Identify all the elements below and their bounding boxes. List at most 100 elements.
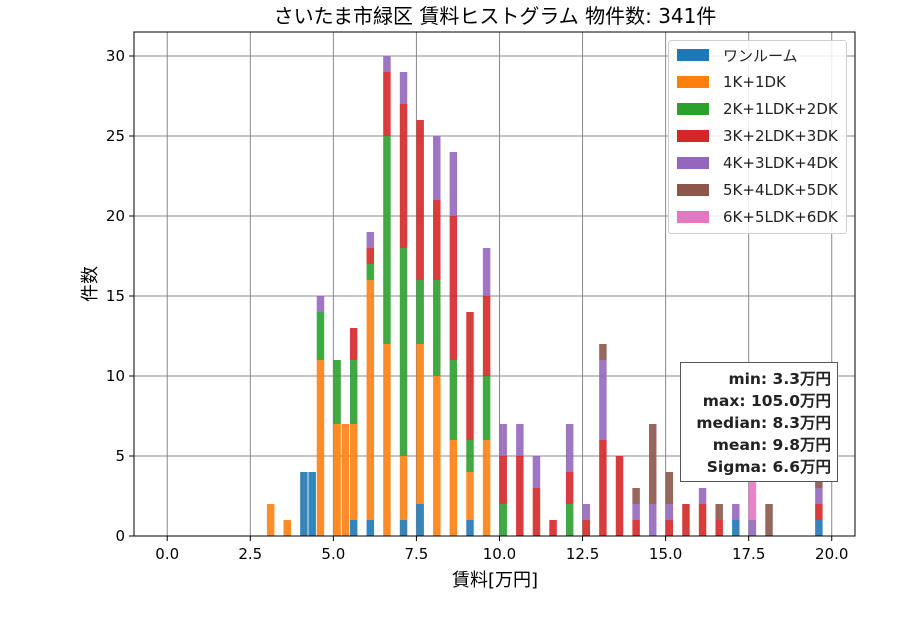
legend-swatch	[677, 157, 709, 169]
legend-swatch	[677, 184, 709, 196]
histogram-bar	[383, 344, 391, 536]
histogram-bar	[682, 504, 690, 536]
histogram-bar	[349, 424, 358, 520]
histogram-bar	[466, 472, 474, 520]
stats-max: max: 105.0万円	[702, 392, 831, 410]
x-tick-label: 5.0	[321, 545, 345, 563]
legend-swatch	[677, 211, 709, 223]
histogram-bar	[366, 280, 375, 520]
histogram-bar	[665, 520, 674, 536]
histogram-bar	[599, 360, 607, 440]
x-tick-label: 0.0	[155, 545, 179, 563]
x-tick-label: 2.5	[238, 545, 262, 563]
histogram-bar	[300, 472, 308, 536]
ticks: 0.0 2.5 5.0 7.5 10.0 12.5 15.0 17.5 20.0 0 5 10 15 20…	[106, 47, 849, 563]
histogram-bar	[582, 520, 591, 536]
histogram-bar	[715, 520, 723, 536]
histogram-bar	[615, 456, 624, 536]
histogram-bar	[416, 280, 424, 344]
legend-label: ワンルーム	[723, 46, 798, 65]
histogram-bar	[383, 72, 391, 136]
histogram-bar	[482, 248, 491, 296]
histogram-bar	[466, 520, 474, 536]
histogram-bar	[632, 520, 640, 536]
legend-swatch	[677, 49, 709, 61]
histogram-bar	[665, 472, 674, 504]
histogram-bar	[433, 200, 441, 280]
histogram-bar	[316, 296, 325, 312]
legend-item: 6K+5LDK+6DK	[677, 207, 838, 227]
x-tick-label: 12.5	[566, 545, 599, 563]
legend-label: 3K+2LDK+3DK	[723, 127, 838, 145]
legend-item: 2K+1LDK+2DK	[677, 99, 838, 119]
histogram-bar	[416, 120, 424, 280]
histogram-bar	[815, 504, 823, 520]
histogram-bar	[765, 504, 773, 536]
histogram-bar	[333, 360, 341, 424]
y-tick-label: 5	[115, 447, 125, 465]
stats-mean: mean: 9.8万円	[712, 436, 831, 454]
x-tick-label: 15.0	[649, 545, 682, 563]
histogram-bar	[449, 216, 458, 360]
histogram-bar	[815, 520, 823, 536]
y-tick-label: 0	[115, 527, 125, 545]
histogram-bar	[532, 488, 541, 536]
legend-swatch	[677, 130, 709, 142]
legend-swatch	[677, 103, 709, 115]
histogram-bar	[565, 472, 574, 504]
x-tick-label: 7.5	[404, 545, 428, 563]
histogram-bar	[283, 520, 291, 536]
histogram-bar	[266, 504, 275, 536]
chart-title: さいたま市緑区 賃料ヒストグラム 物件数: 341件	[274, 4, 717, 28]
x-axis-label: 賃料[万円]	[452, 570, 538, 591]
histogram-bar	[466, 312, 474, 440]
histogram-bar	[482, 296, 491, 376]
histogram-bar	[599, 344, 607, 360]
histogram-bar	[516, 456, 524, 536]
histogram-bar	[416, 504, 424, 536]
histogram-bar	[383, 136, 391, 344]
y-axis-label: 件数	[80, 266, 101, 302]
histogram-bar	[549, 520, 557, 536]
histogram-bar	[582, 504, 591, 520]
legend-item: 1K+1DK	[677, 72, 786, 92]
histogram-bar	[399, 72, 408, 104]
stats-box: min: 3.3万円 max: 105.0万円 median: 8.3万円 me…	[680, 362, 838, 482]
histogram-bar	[732, 504, 740, 520]
histogram-bar	[499, 504, 507, 536]
stats-sigma: Sigma: 6.6万円	[706, 458, 831, 476]
histogram-bar	[399, 104, 408, 248]
legend-label: 6K+5LDK+6DK	[723, 208, 838, 226]
plot-frame	[133, 31, 856, 537]
stats-median: median: 8.3万円	[696, 414, 831, 432]
y-tick-label: 15	[106, 287, 125, 305]
histogram-bar	[349, 360, 358, 424]
histogram-bar	[449, 440, 458, 536]
histogram-bar	[333, 424, 341, 536]
legend-item: 5K+4LDK+5DK	[677, 180, 838, 200]
histogram-bar	[316, 360, 325, 536]
x-tick-label: 10.0	[483, 545, 516, 563]
histogram-bar	[366, 520, 375, 536]
histogram-bar	[815, 488, 823, 504]
bars	[266, 56, 823, 536]
histogram-bar	[366, 232, 375, 248]
histogram-bar	[383, 56, 391, 72]
histogram-bar	[433, 280, 441, 376]
histogram-bar	[499, 424, 507, 456]
histogram-bar	[399, 248, 408, 456]
histogram-bar	[632, 504, 640, 520]
histogram-bar	[516, 424, 524, 456]
histogram-bar	[649, 424, 657, 504]
histogram-bar	[349, 520, 358, 536]
histogram-bar	[715, 504, 723, 520]
legend-label: 2K+1LDK+2DK	[723, 100, 838, 118]
histogram-bar	[499, 456, 507, 504]
histogram-bar	[565, 424, 574, 472]
histogram-bar	[698, 488, 707, 504]
histogram-bar	[399, 456, 408, 520]
histogram-bar	[341, 424, 350, 536]
legend-item: ワンルーム	[677, 45, 798, 65]
legend-swatch	[677, 76, 709, 88]
histogram-bar	[416, 344, 424, 504]
